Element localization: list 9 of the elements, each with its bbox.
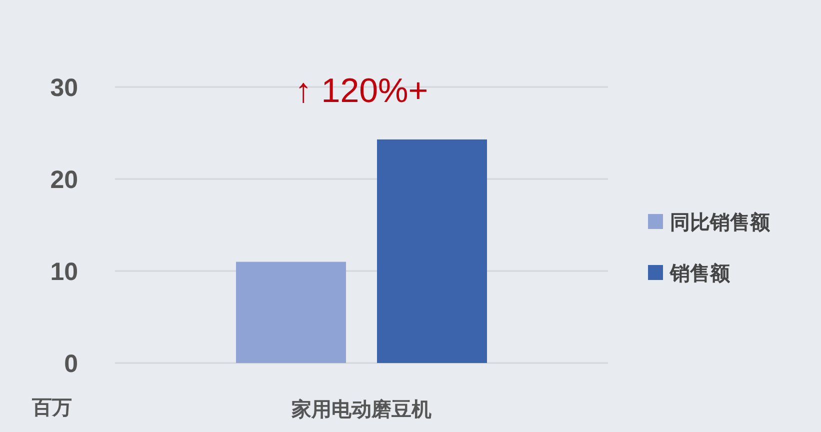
y-tick-label: 20 — [50, 166, 78, 194]
y-axis-title: 百万 — [31, 397, 72, 419]
y-tick-label: 30 — [50, 74, 78, 102]
annotation: ↑ 120%+ — [294, 72, 428, 110]
y-tick-label: 0 — [64, 350, 78, 378]
y-tick-label: 10 — [50, 258, 78, 286]
legend-label: 同比销售额 — [670, 211, 771, 234]
x-tick-label: 家用电动磨豆机 — [290, 398, 432, 421]
legend-label: 销售额 — [669, 262, 731, 285]
